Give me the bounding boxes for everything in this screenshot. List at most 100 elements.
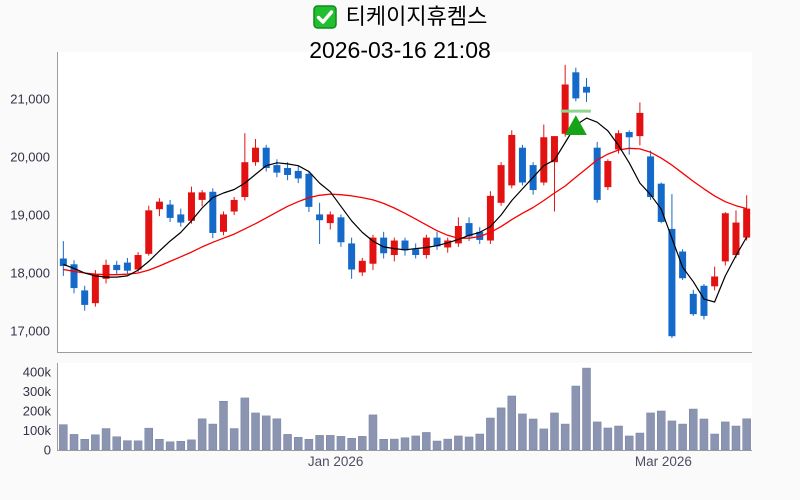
volume-bar [571, 385, 581, 451]
candle [284, 162, 292, 181]
candle [583, 78, 591, 102]
candle [412, 243, 420, 259]
candle [721, 212, 729, 266]
price-tick-label: 18,000 [10, 265, 50, 280]
candle [454, 217, 462, 247]
volume-bar [646, 412, 655, 451]
candle [518, 144, 526, 186]
candle [123, 257, 131, 274]
volume-bar [197, 418, 207, 451]
candle [252, 139, 260, 166]
volume-bar [624, 435, 634, 451]
volume-bar [155, 439, 164, 451]
chart-header: 티케이지휴켐스 2026-03-16 21:08 [0, 0, 800, 64]
volume-bar [304, 439, 314, 451]
candle [134, 252, 142, 272]
candle [177, 208, 185, 227]
volume-bar [379, 439, 388, 451]
volume-bar [475, 433, 484, 451]
candle [390, 237, 398, 262]
month-label: Mar 2026 [635, 454, 692, 469]
candle [486, 191, 494, 244]
candle [433, 231, 441, 250]
candle [113, 260, 121, 275]
volume-bar [742, 418, 751, 451]
candle [187, 186, 195, 224]
candle [529, 162, 537, 195]
volume-bar [187, 439, 196, 451]
candle [380, 231, 388, 259]
volume-bar [539, 428, 549, 451]
candle [679, 249, 687, 280]
volume-bar [603, 427, 613, 451]
volume-bar [731, 425, 741, 451]
candle [550, 136, 558, 212]
volume-tick-label: 100k [23, 423, 52, 438]
candle [465, 217, 473, 242]
volume-bar [293, 437, 303, 451]
volume-bar [432, 440, 442, 451]
volume-bar [219, 400, 228, 451]
candle [305, 170, 313, 213]
volume-bar [454, 435, 463, 451]
candle [422, 234, 430, 259]
candle [647, 150, 655, 200]
candle [198, 190, 206, 207]
volume-bar [528, 418, 538, 451]
candle [561, 64, 569, 137]
volume-bar [614, 425, 623, 451]
candle [540, 124, 548, 186]
volume-bar [486, 417, 495, 451]
volume-bar [635, 432, 645, 451]
month-label: Jan 2026 [308, 454, 364, 469]
buy-signal-triangle-icon [564, 115, 587, 135]
volume-tick-label: 400k [23, 364, 52, 379]
volume-bar [400, 437, 410, 451]
candle [337, 214, 345, 247]
plot-backgrounds [58, 52, 752, 450]
volume-bar [144, 427, 154, 451]
volume-bar [283, 434, 292, 451]
candle [294, 166, 302, 184]
price-plot [59, 64, 751, 338]
stock-name-title: 티케이지휴켐스 [345, 4, 488, 29]
volume-bar [101, 428, 111, 451]
volume-bar [336, 436, 346, 451]
candle [668, 194, 676, 338]
candle [219, 211, 227, 236]
candle [572, 67, 580, 102]
candle [348, 237, 356, 279]
candle [508, 130, 516, 189]
candle [326, 211, 334, 230]
short-moving-average [63, 117, 748, 303]
candle [70, 260, 78, 294]
candle [657, 182, 665, 224]
candle [155, 198, 163, 217]
checked-checkbox-icon [312, 5, 337, 36]
datetime-subtitle: 2026-03-16 21:08 [309, 37, 491, 63]
volume-bar [91, 434, 100, 451]
candle [711, 266, 719, 291]
volume-bar [69, 434, 79, 451]
candle [81, 285, 89, 311]
candle [262, 144, 270, 172]
volume-bar [560, 423, 570, 451]
volume-bar [261, 415, 271, 451]
volume-bar [721, 421, 730, 451]
volume-bar [582, 367, 591, 451]
volume-bar [326, 435, 335, 451]
candle [700, 284, 708, 320]
candle [166, 199, 174, 222]
volume-bar [112, 436, 121, 451]
price-tick-label: 17,000 [10, 324, 50, 339]
candle [593, 141, 601, 203]
volume-bar [80, 439, 89, 451]
volume-bar [368, 414, 378, 451]
price-tick-label: 21,000 [10, 91, 50, 106]
candle [743, 195, 751, 241]
candle [625, 130, 633, 155]
volume-bar [390, 438, 399, 451]
volume-bar [208, 423, 218, 451]
volume-bar [656, 410, 666, 451]
